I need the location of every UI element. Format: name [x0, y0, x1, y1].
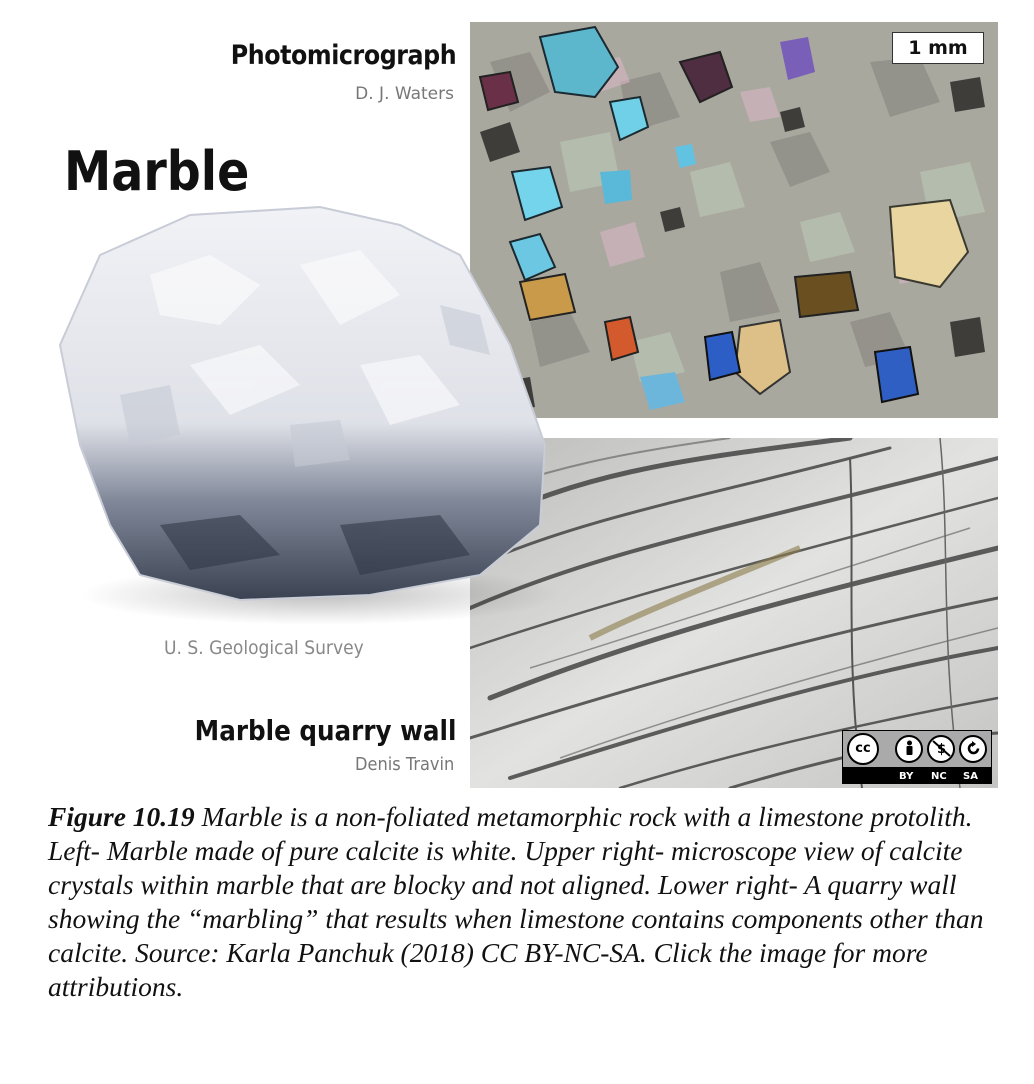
cc-term-nc: NC	[931, 771, 947, 782]
scale-bar: 1 mm	[892, 32, 984, 64]
quarry-credit: Denis Travin	[355, 754, 454, 775]
cc-term-by: BY	[899, 771, 913, 782]
figure-caption: Figure 10.19 Marble is a non-foliated me…	[48, 800, 1008, 1004]
marble-specimen-image	[40, 195, 570, 625]
sharealike-icon	[959, 735, 987, 763]
cc-logo-icon: cc	[847, 733, 879, 765]
cc-license-badge: cc $ BY NC SA	[842, 730, 992, 784]
marble-title: Marble	[64, 140, 249, 203]
by-attribution-icon	[895, 735, 923, 763]
rock-credit: U. S. Geological Survey	[164, 637, 364, 659]
noncommercial-icon: $	[927, 735, 955, 763]
quarry-title: Marble quarry wall	[194, 714, 456, 747]
photomicrograph-title: Photomicrograph	[231, 40, 456, 71]
figure-image[interactable]: 1 mm	[0, 0, 1034, 800]
figure-number: Figure 10.19	[48, 801, 195, 832]
photomicrograph-credit: D. J. Waters	[355, 84, 454, 104]
cc-term-sa: SA	[963, 771, 978, 782]
